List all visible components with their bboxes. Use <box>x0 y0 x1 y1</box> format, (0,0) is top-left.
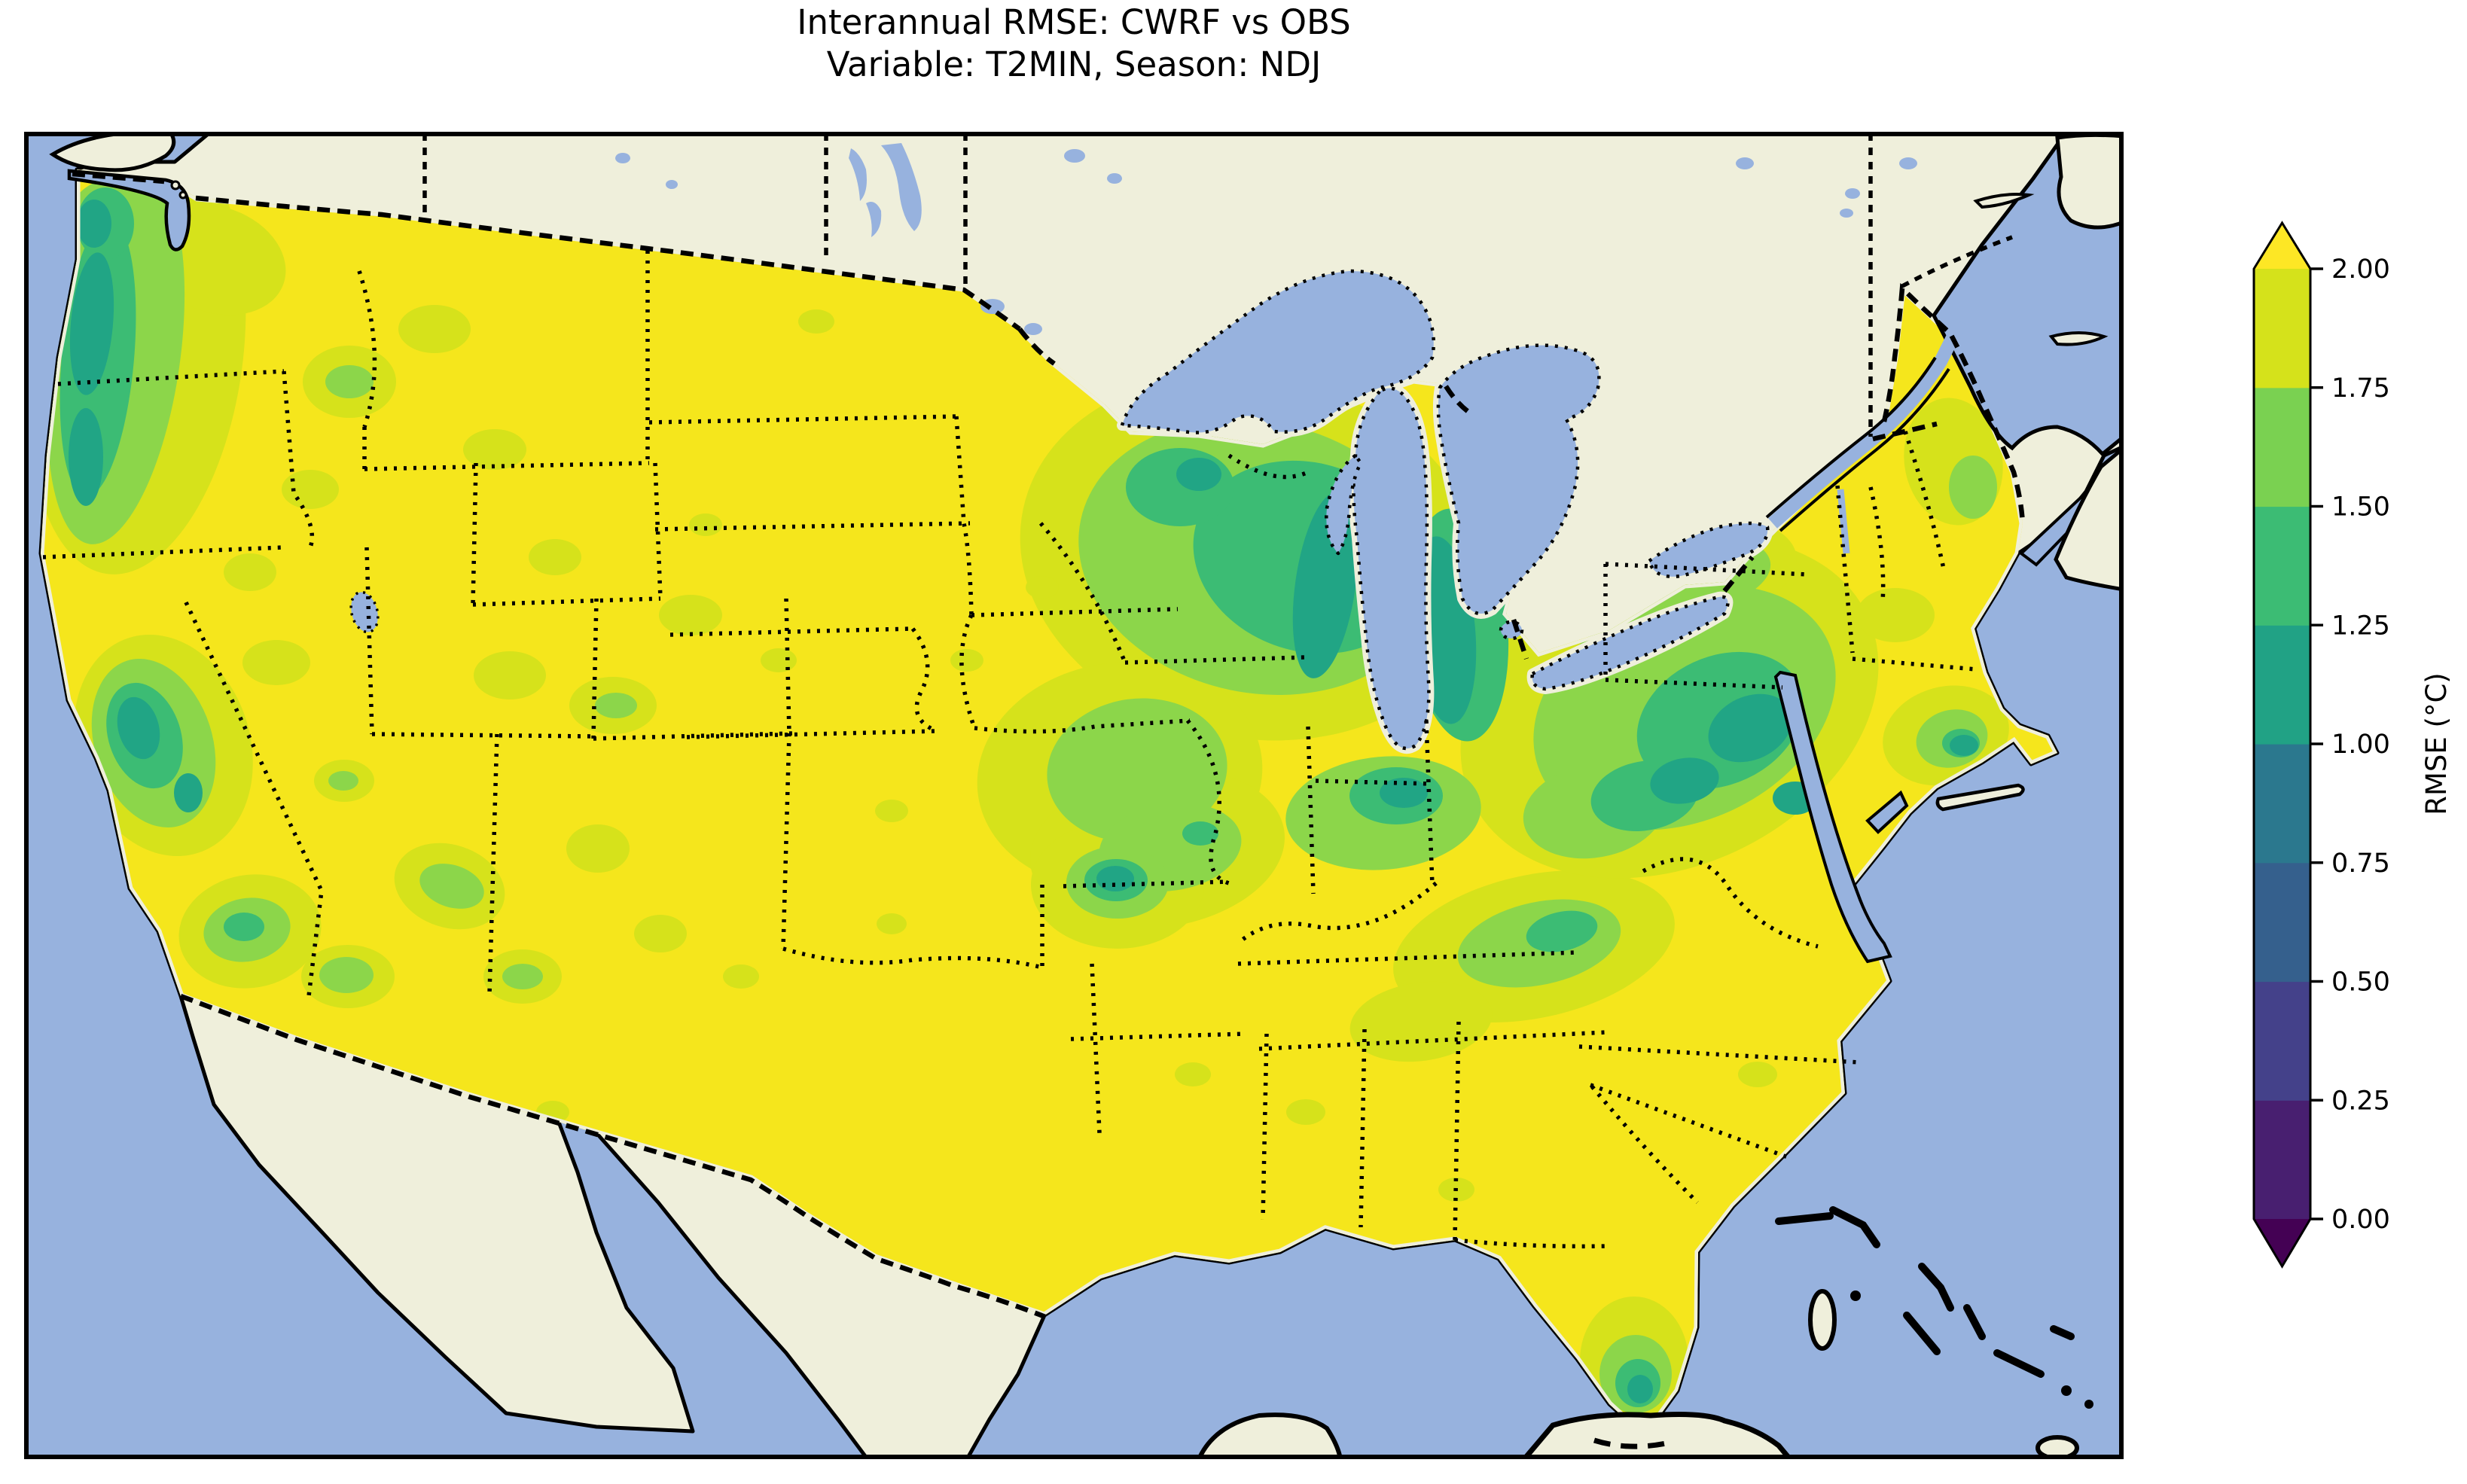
chesapeake-delaware <box>1773 670 2025 964</box>
vancouver-island <box>49 132 176 172</box>
st-lawrence-river <box>1768 318 1967 529</box>
map-frame <box>24 132 2124 1459</box>
colorbar-tick-label: 2.00 <box>2331 254 2390 285</box>
lake-michigan <box>1352 386 1431 751</box>
colorbar-axis-label: RMSE (°C) <box>2420 672 2453 815</box>
lake-superior <box>1120 269 1436 434</box>
chesapeake-bay <box>1773 670 1892 964</box>
colorbar-tick-label: 0.25 <box>2331 1086 2390 1116</box>
colorbar-bin <box>2254 981 2310 1101</box>
newfoundland <box>2055 133 2124 230</box>
colorbar-tick-label: 0.75 <box>2331 849 2390 879</box>
figure-title-line2: Variable: T2MIN, Season: NDJ <box>826 44 1322 84</box>
lake-champlain <box>1837 489 1850 554</box>
green-bay <box>1325 453 1363 556</box>
great-salt-lake <box>349 590 380 634</box>
colorbar-tick-label: 1.50 <box>2331 492 2390 523</box>
lake-huron <box>1436 343 1601 616</box>
san-juan-island <box>170 180 181 190</box>
prince-edward-island <box>2048 331 2109 346</box>
colorbar-bin <box>2254 1100 2310 1220</box>
andros-island <box>1808 1289 1837 1351</box>
figure-title: Interannual RMSE: CWRF vs OBS Variable: … <box>24 2 2124 86</box>
cuba <box>1520 1412 1794 1459</box>
puget-sound <box>67 169 191 251</box>
anticosti-island <box>1973 193 2035 209</box>
nova-scotia <box>2054 445 2124 592</box>
national-borders <box>72 171 2026 1320</box>
delaware-bay <box>1865 790 1909 834</box>
canadian-lakes <box>615 143 1917 335</box>
colorbar-under-arrow <box>2254 1219 2310 1266</box>
new-providence <box>1850 1291 1861 1301</box>
st-lawrence-region <box>1765 132 2124 592</box>
province-borders <box>422 133 2013 437</box>
turks-islet-2 <box>2084 1400 2093 1409</box>
colorbar-bin <box>2254 506 2310 626</box>
colorbar-outline <box>2252 221 2312 1269</box>
map-canvas <box>24 132 2124 1459</box>
whidbey-island <box>178 190 188 200</box>
colorbar-bin <box>2254 387 2310 507</box>
great-lakes <box>1117 266 1773 754</box>
st-lawrence-north-shore <box>1765 356 1937 519</box>
colorbar-over-arrow <box>2254 223 2310 269</box>
us-canada-border <box>72 171 2026 660</box>
lake-winnipegosis <box>849 148 867 201</box>
colorbar-tick-label: 1.00 <box>2331 730 2390 760</box>
lake-erie <box>1530 595 1730 691</box>
state-borders <box>42 251 1977 1249</box>
puget-sound-strait <box>67 169 191 251</box>
turks-islet-1 <box>2061 1385 2072 1396</box>
colorbar-bin <box>2254 625 2310 745</box>
bahamas-chain <box>1775 1206 2075 1378</box>
lake-manitoba <box>866 201 882 237</box>
florida-keys <box>1593 1437 1667 1449</box>
colorbar-bin <box>2254 744 2310 864</box>
colorbar-tick-label: 1.75 <box>2331 373 2390 404</box>
long-island <box>1935 783 2025 812</box>
caribbean-islands <box>1196 1206 2093 1459</box>
lake-bodies <box>1120 269 1770 751</box>
yucatan <box>1196 1412 1343 1459</box>
us-mexico-border <box>179 993 1047 1320</box>
figure-title-line1: Interannual RMSE: CWRF vs OBS <box>797 2 1351 42</box>
colorbar-tick-label: 1.25 <box>2331 611 2390 641</box>
lake-winnipeg <box>881 143 922 231</box>
colorbar-tick-label: 0.00 <box>2331 1205 2390 1235</box>
colorbar-tick-label: 0.50 <box>2331 967 2390 998</box>
st-lawrence-south-shore <box>1779 367 1950 532</box>
lake-ontario <box>1647 521 1770 579</box>
colorbar-built: 2.00 1.75 1.50 1.25 1.00 0.75 0.50 0.25 0.00 <box>2252 221 2390 1269</box>
colorbar-bin <box>2254 269 2310 389</box>
colorbar-bin <box>2254 862 2310 983</box>
